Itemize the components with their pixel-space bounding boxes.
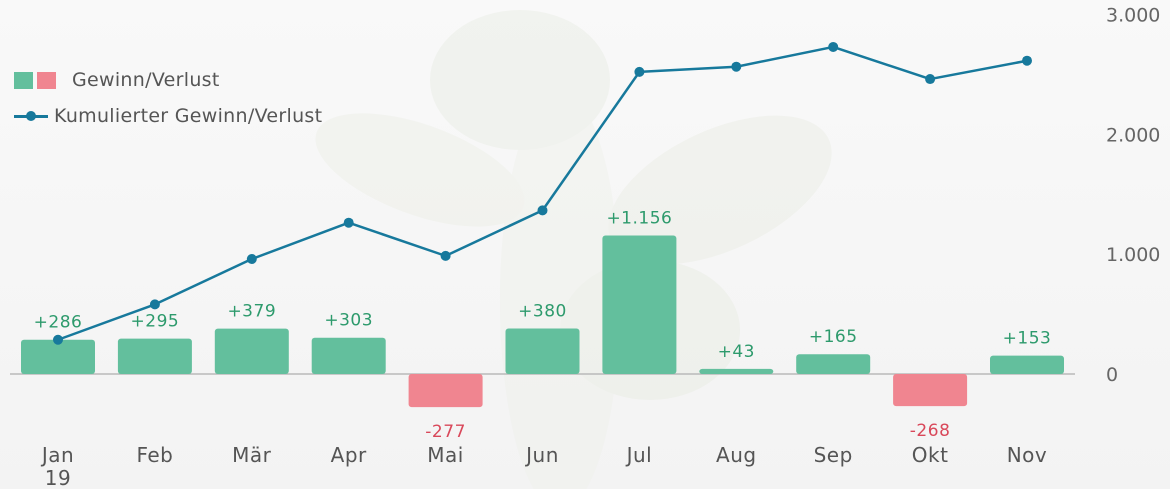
data-label: +165 bbox=[809, 327, 858, 347]
line-point bbox=[634, 66, 645, 77]
data-label: +379 bbox=[227, 302, 276, 322]
bar bbox=[21, 339, 95, 374]
x-axis: Jan 19 Feb Mär Apr Mai Jun Jul Aug Sep Okt Nov bbox=[40, 443, 1047, 489]
bar bbox=[796, 354, 871, 374]
legend-item-line[interactable]: Kumulierter Gewinn/Verlust bbox=[0, 98, 322, 134]
bar bbox=[505, 328, 580, 374]
x-tick-label: Feb bbox=[136, 443, 173, 467]
line-point bbox=[343, 217, 354, 228]
legend-swatch-positive bbox=[14, 71, 33, 89]
bar bbox=[214, 328, 289, 374]
y-tick-label: 3.000 bbox=[1106, 5, 1160, 27]
y-tick-label: 0 bbox=[1106, 364, 1118, 386]
line-point bbox=[1022, 55, 1032, 66]
data-label: -277 bbox=[425, 422, 466, 442]
legend: Gewinn/Verlust Kumulierter Gewinn/Verlus… bbox=[14, 62, 322, 134]
data-label: +303 bbox=[324, 311, 373, 331]
line-point bbox=[246, 253, 257, 264]
data-label: +286 bbox=[34, 313, 83, 333]
bar bbox=[893, 374, 968, 407]
bar-series bbox=[21, 235, 1064, 408]
x-tick-label: Aug bbox=[716, 443, 757, 467]
line-series bbox=[53, 41, 1032, 345]
x-tick-label: Jun bbox=[524, 443, 559, 467]
y-tick-label: 1.000 bbox=[1106, 244, 1160, 266]
legend-label-bars: Gewinn/Verlust bbox=[72, 69, 220, 91]
bar bbox=[990, 355, 1064, 374]
data-label: +295 bbox=[131, 312, 180, 332]
y-tick-label: 2.000 bbox=[1106, 124, 1160, 146]
data-label: +380 bbox=[518, 301, 567, 321]
line-point bbox=[925, 74, 936, 85]
x-tick-label: Nov bbox=[1007, 443, 1048, 467]
legend-label-line: Kumulierter Gewinn/Verlust bbox=[54, 105, 323, 127]
line-point bbox=[440, 250, 451, 261]
data-label: -268 bbox=[910, 421, 951, 441]
x-tick-label: Jan 19 bbox=[40, 443, 74, 489]
line-point bbox=[828, 41, 839, 52]
bar bbox=[699, 368, 774, 374]
data-label: +1.156 bbox=[606, 209, 672, 229]
data-label: +153 bbox=[1003, 329, 1052, 349]
legend-swatch-negative bbox=[37, 71, 56, 89]
line-point bbox=[149, 299, 160, 310]
bar bbox=[408, 374, 483, 408]
x-tick-label: Apr bbox=[331, 443, 367, 467]
bar bbox=[117, 338, 192, 374]
x-tick-label: Jul bbox=[625, 443, 653, 467]
line-point bbox=[537, 205, 548, 216]
x-tick-label: Okt bbox=[912, 443, 949, 467]
legend-line-icon bbox=[14, 108, 48, 125]
bar bbox=[602, 235, 677, 374]
x-tick-label: Sep bbox=[814, 443, 853, 467]
legend-item-bars[interactable]: Gewinn/Verlust bbox=[14, 62, 322, 98]
line-point bbox=[731, 61, 742, 72]
x-tick-label: Mär bbox=[232, 443, 272, 467]
bar bbox=[311, 337, 386, 374]
data-label: +43 bbox=[718, 342, 755, 362]
y-axis: 0 1.000 2.000 3.000 bbox=[1106, 5, 1160, 386]
line-point bbox=[53, 334, 63, 345]
background-plant-watermark bbox=[315, 10, 832, 489]
x-tick-label: Mai bbox=[427, 443, 464, 467]
data-labels: +286 +295 +379 +303 -277 +380 +1.156 +43 +165 -26… bbox=[34, 209, 1052, 443]
